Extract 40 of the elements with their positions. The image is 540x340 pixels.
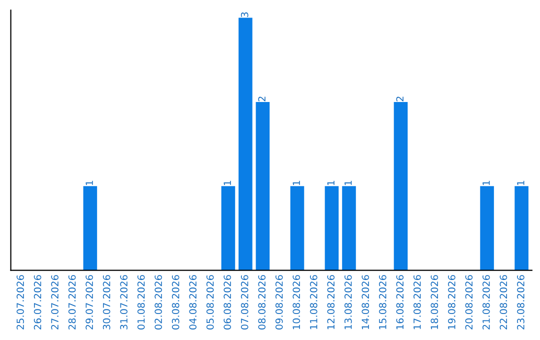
data-label: 2	[396, 96, 404, 102]
x-tick-label: 30.07.2026	[102, 275, 110, 330]
x-tick-label: 12.08.2026	[327, 275, 335, 330]
x-tick-label: 19.08.2026	[448, 275, 456, 330]
x-tick-label: 22.08.2026	[500, 275, 508, 330]
x-tick-label: 20.08.2026	[465, 275, 473, 330]
x-tick-label: 02.08.2026	[154, 275, 162, 330]
x-tick-label: 08.08.2026	[258, 275, 266, 330]
data-label: 3	[240, 12, 248, 18]
data-label: 1	[327, 180, 334, 186]
x-tick-label: 04.08.2026	[189, 275, 197, 330]
x-tick-label: 09.08.2026	[275, 275, 283, 330]
x-tick-label: 11.08.2026	[310, 275, 318, 330]
x-tick-label: 25.07.2026	[16, 275, 24, 330]
x-tick-label: 27.07.2026	[51, 275, 58, 330]
x-tick-label: 06.08.2026	[224, 275, 232, 330]
x-tick-label: 13.08.2026	[344, 275, 352, 330]
x-tick-label: 15.08.2026	[378, 275, 386, 330]
x-tick-label: 07.08.2026	[240, 275, 248, 330]
x-tick-label: 26.07.2026	[34, 275, 42, 330]
x-tick-label: 05.08.2026	[206, 275, 214, 330]
x-tick-label: 10.08.2026	[292, 275, 300, 330]
x-tick-label: 29.07.2026	[86, 275, 93, 330]
data-label: 1	[224, 180, 231, 186]
x-tick-label: 01.08.2026	[137, 275, 145, 330]
x-tick-label: 18.08.2026	[430, 275, 438, 330]
x-tick-label: 23.08.2026	[517, 275, 524, 330]
data-label: 2	[258, 96, 266, 102]
x-tick-label: 03.08.2026	[172, 275, 180, 330]
data-label: 1	[344, 180, 352, 186]
data-label: 1	[482, 180, 490, 186]
x-tick-label: 17.08.2026	[413, 275, 421, 330]
x-tick-label: 14.08.2026	[362, 275, 370, 330]
data-label: 1	[292, 180, 300, 186]
x-tick-label: 21.08.2026	[482, 275, 490, 330]
x-tick-label: 16.08.2026	[396, 275, 404, 330]
x-tick-label: 31.07.2026	[120, 275, 128, 330]
x-tick-label: 28.07.2026	[68, 275, 76, 330]
data-label: 1	[86, 180, 93, 186]
data-label: 1	[517, 180, 524, 186]
